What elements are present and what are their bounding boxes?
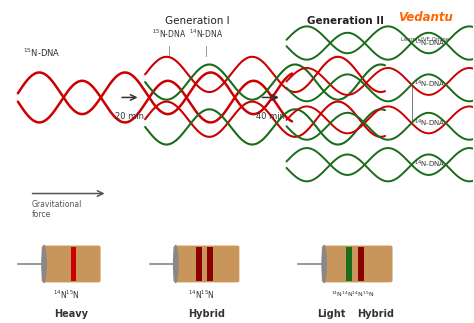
Text: $^{14}$N-DNA: $^{14}$N-DNA: [189, 27, 224, 40]
Ellipse shape: [173, 245, 179, 283]
Text: Heavy: Heavy: [54, 308, 88, 318]
Text: $^{14}$N-DNA: $^{14}$N-DNA: [414, 159, 446, 170]
Text: $^{14}$N$^{15}$N: $^{14}$N$^{15}$N: [53, 288, 80, 301]
Text: $^{14}$N$^{14}$N$^{14}$N$^{15}$N: $^{14}$N$^{14}$N$^{14}$N$^{15}$N: [331, 290, 374, 299]
Text: $^{14}$N$^{15}$N: $^{14}$N$^{15}$N: [188, 288, 215, 301]
Text: Light: Light: [317, 308, 346, 318]
Text: Learn LIVE Online: Learn LIVE Online: [401, 37, 450, 42]
Bar: [346, 247, 352, 281]
Text: 40 min: 40 min: [256, 112, 285, 121]
Text: $^{14}$N-DNA: $^{14}$N-DNA: [414, 118, 446, 129]
Text: Hybrid: Hybrid: [357, 308, 394, 318]
FancyBboxPatch shape: [42, 245, 100, 282]
Text: Gravitational
force: Gravitational force: [32, 200, 82, 219]
Ellipse shape: [321, 245, 327, 283]
Text: $^{15}$N-DNA: $^{15}$N-DNA: [152, 27, 186, 40]
Text: Generation I: Generation I: [164, 16, 229, 26]
Text: Generation II: Generation II: [307, 16, 384, 26]
Text: Vedantu: Vedantu: [398, 11, 453, 24]
Bar: [196, 247, 202, 281]
Text: $^{15}$N-DNA: $^{15}$N-DNA: [414, 37, 446, 49]
Text: $^{14}$N-DNA: $^{14}$N-DNA: [414, 79, 446, 90]
Bar: [358, 247, 364, 281]
Text: $^{15}$N-DNA: $^{15}$N-DNA: [23, 47, 60, 59]
Text: 20 min: 20 min: [115, 112, 144, 121]
Bar: [207, 247, 213, 281]
FancyBboxPatch shape: [322, 245, 392, 282]
FancyBboxPatch shape: [173, 245, 239, 282]
Text: Hybrid: Hybrid: [188, 308, 225, 318]
Ellipse shape: [41, 245, 47, 283]
Bar: [72, 247, 76, 281]
